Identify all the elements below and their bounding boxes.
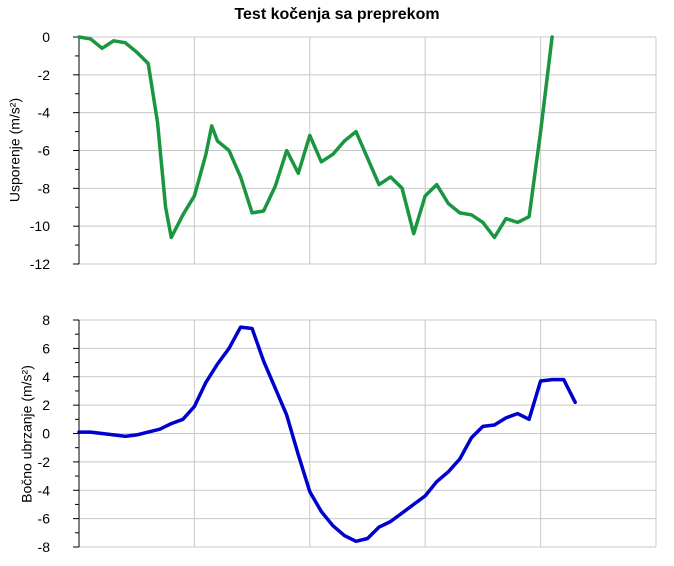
y-tick-label: -2 (38, 67, 51, 83)
y-tick-label: -6 (38, 143, 51, 159)
y-tick-label: -8 (38, 539, 51, 555)
y-axis-label: Usporenje (m/s²) (7, 98, 23, 202)
y-tick-label: 0 (42, 426, 50, 442)
series-line (77, 325, 577, 544)
y-tick-label: 8 (42, 312, 50, 328)
y-tick-label: -12 (30, 256, 50, 272)
y-tick-label: -8 (38, 180, 51, 196)
chart-title: Test kočenja sa preprekom (234, 6, 440, 23)
y-tick-label: -4 (38, 482, 51, 498)
y-tick-label: 2 (42, 397, 50, 413)
y-tick-label: 0 (42, 29, 50, 45)
y-tick-label: -4 (38, 105, 51, 121)
series-line (77, 35, 554, 240)
y-tick-label: 4 (42, 369, 50, 385)
y-tick-label: 6 (42, 340, 50, 356)
y-axis-label: Bočno ubrzanje (m/s²) (19, 365, 35, 503)
y-tick-label: -10 (30, 218, 50, 234)
y-tick-label: -6 (38, 511, 51, 527)
y-tick-label: -2 (38, 454, 51, 470)
